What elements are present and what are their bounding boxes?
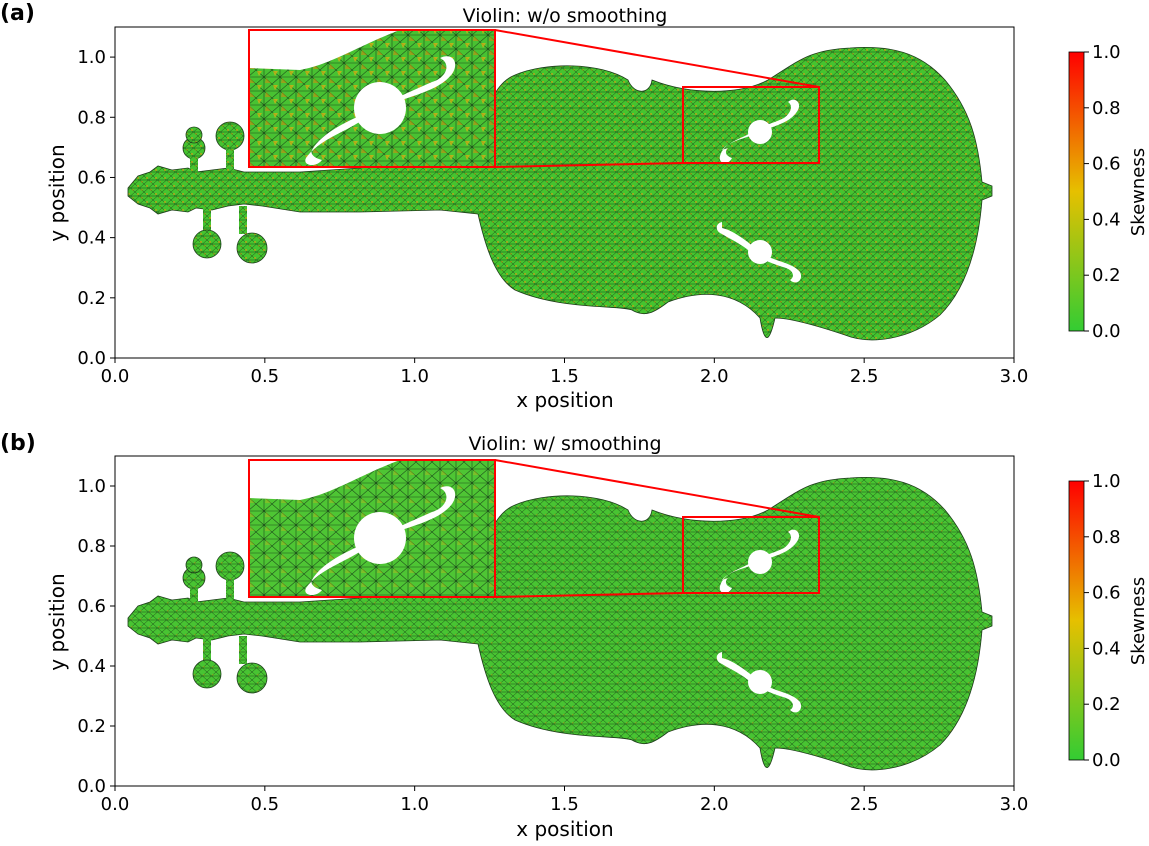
peg-upper-left-2-b bbox=[185, 556, 203, 574]
violin-mesh-a bbox=[127, 47, 993, 341]
zoom-region-box-b bbox=[682, 516, 820, 594]
f-hole-upper-a bbox=[719, 99, 800, 164]
colorbar-tick-label: 1.0 bbox=[1092, 471, 1121, 492]
violin-mesh-b bbox=[127, 477, 993, 771]
peg-lower-right bbox=[236, 232, 268, 264]
x-tick-label: 2.5 bbox=[850, 366, 879, 387]
colorbar-tick-label: 1.0 bbox=[1092, 42, 1121, 63]
y-axis-label-b: y position bbox=[45, 573, 69, 670]
peg-stem-lr bbox=[239, 206, 247, 234]
f-hole-lower-a bbox=[716, 222, 802, 283]
f-hole-upper-b bbox=[719, 529, 800, 594]
x-tick-label: 3.0 bbox=[1000, 794, 1029, 815]
x-tick-label: 2.0 bbox=[700, 794, 729, 815]
peg-lower-left bbox=[192, 229, 222, 259]
x-tick-label: 2.0 bbox=[700, 366, 729, 387]
zoom-connector-bottom-a bbox=[494, 162, 684, 168]
x-tick-label: 1.0 bbox=[400, 366, 429, 387]
x-tick-label: 1.0 bbox=[400, 794, 429, 815]
y-tick-label: 0.0 bbox=[77, 348, 106, 369]
colorbar-tick-label: 0.6 bbox=[1092, 583, 1121, 604]
colorbar-tick-label: 0.2 bbox=[1092, 694, 1121, 715]
zoom-connector-top-b bbox=[494, 459, 820, 518]
x-tick-label: 3.0 bbox=[1000, 366, 1029, 387]
y-tick-label: 0.4 bbox=[77, 228, 106, 249]
zoom-connector-bottom-b bbox=[494, 592, 684, 598]
x-tick-label: 2.5 bbox=[850, 794, 879, 815]
zoom-inset-a bbox=[248, 29, 496, 168]
zoom-region-box-a bbox=[682, 86, 820, 164]
peg-stem-ll-b bbox=[203, 636, 211, 664]
zoom-inset-b bbox=[248, 459, 496, 598]
colorbar-tick-label: 0.0 bbox=[1092, 321, 1121, 342]
peg-lower-left-b bbox=[192, 659, 222, 689]
colorbar-ticks-b: 0.0 0.2 0.4 0.6 0.8 1.0 bbox=[1084, 471, 1121, 771]
peg-stem-ur-b bbox=[226, 578, 234, 604]
panel-a: (a) Violin: w/o smoothing bbox=[0, 1, 1149, 412]
colorbar-tick-label: 0.8 bbox=[1092, 98, 1121, 119]
colorbar-tick-label: 0.4 bbox=[1092, 209, 1121, 230]
y-axis-b: 0.0 0.2 0.4 0.6 0.8 1.0 bbox=[77, 476, 115, 797]
colorbar-a bbox=[1068, 51, 1085, 332]
colorbar-ticks-a: 0.0 0.2 0.4 0.6 0.8 1.0 bbox=[1084, 42, 1121, 342]
colorbar-tick-label: 0.4 bbox=[1092, 638, 1121, 659]
peg-lower-right-b bbox=[236, 662, 268, 694]
y-tick-label: 0.2 bbox=[77, 288, 106, 309]
colorbar-tick-label: 0.8 bbox=[1092, 527, 1121, 548]
panel-label-b: (b) bbox=[0, 431, 36, 456]
peg-stem-ur bbox=[226, 148, 234, 174]
x-tick-label: 0.5 bbox=[251, 794, 280, 815]
colorbar-tick-label: 0.2 bbox=[1092, 265, 1121, 286]
y-tick-label: 0.0 bbox=[77, 776, 106, 797]
peg-upper-left-2 bbox=[185, 126, 203, 144]
y-tick-label: 0.8 bbox=[77, 107, 106, 128]
x-axis-b: 0.0 0.5 1.0 1.5 2.0 2.5 3.0 bbox=[101, 786, 1029, 815]
peg-stem-ul-b bbox=[190, 580, 198, 605]
y-tick-label: 1.0 bbox=[77, 47, 106, 68]
y-tick-label: 0.8 bbox=[77, 536, 106, 557]
x-axis-a: 0.0 0.5 1.0 1.5 2.0 2.5 3.0 bbox=[101, 358, 1029, 387]
colorbar-b bbox=[1068, 480, 1085, 761]
panel-b: (b) Violin: w/ smoothing bbox=[0, 431, 1149, 841]
colorbar-label-b: Skewness bbox=[1128, 577, 1149, 665]
colorbar-tick-label: 0.0 bbox=[1092, 750, 1121, 771]
y-tick-label: 0.6 bbox=[77, 596, 106, 617]
x-axis-label-a: x position bbox=[516, 388, 613, 412]
panel-label-a: (a) bbox=[0, 1, 35, 26]
y-tick-label: 0.4 bbox=[77, 656, 106, 677]
peg-stem-lr-b bbox=[239, 636, 247, 664]
x-axis-label-b: x position bbox=[516, 817, 613, 841]
zoom-connector-top-a bbox=[494, 29, 820, 88]
x-tick-label: 1.5 bbox=[550, 794, 579, 815]
chart-title-a: Violin: w/o smoothing bbox=[463, 5, 668, 27]
x-tick-label: 1.5 bbox=[550, 366, 579, 387]
x-tick-label: 0.0 bbox=[101, 794, 130, 815]
f-hole-lower-b bbox=[716, 652, 802, 713]
y-tick-label: 0.2 bbox=[77, 716, 106, 737]
peg-stem-ul bbox=[190, 150, 198, 175]
y-axis-a: 0.0 0.2 0.4 0.6 0.8 1.0 bbox=[77, 47, 115, 369]
y-axis-label-a: y position bbox=[45, 144, 69, 241]
x-tick-label: 0.5 bbox=[251, 366, 280, 387]
chart-title-b: Violin: w/ smoothing bbox=[468, 433, 661, 455]
colorbar-tick-label: 0.6 bbox=[1092, 154, 1121, 175]
peg-upper-right-b bbox=[215, 551, 245, 581]
x-tick-label: 0.0 bbox=[101, 366, 130, 387]
colorbar-label-a: Skewness bbox=[1128, 148, 1149, 236]
y-tick-label: 0.6 bbox=[77, 167, 106, 188]
peg-upper-right bbox=[215, 121, 245, 151]
y-tick-label: 1.0 bbox=[77, 476, 106, 497]
peg-stem-ll bbox=[203, 206, 211, 234]
